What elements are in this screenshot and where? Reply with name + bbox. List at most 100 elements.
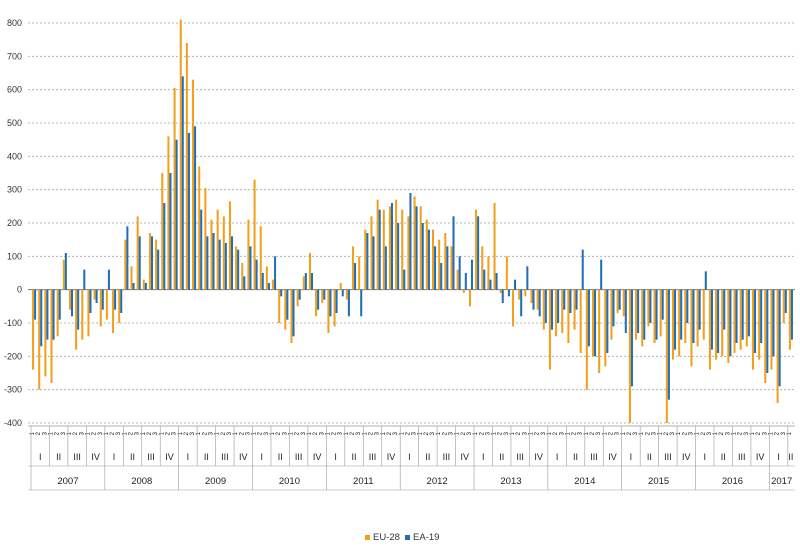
bar-eu28: [118, 289, 121, 323]
bar-ea19: [34, 289, 37, 320]
bar-ea19: [304, 273, 307, 290]
x-quarter-label: I: [39, 452, 42, 462]
legend-label-eu28: EU-28: [373, 532, 400, 543]
bar-eu28: [622, 289, 625, 317]
bar-ea19: [470, 259, 473, 290]
x-month-label: 3: [172, 431, 178, 435]
bar-ea19: [280, 289, 283, 297]
bar-eu28: [505, 256, 508, 290]
bar-ea19: [114, 289, 117, 310]
bar-ea19: [729, 289, 732, 357]
y-tick-label: -400: [4, 418, 22, 428]
y-tick-label: -200: [4, 351, 22, 361]
x-month-label: 1: [621, 431, 627, 435]
x-month-label: 3: [504, 431, 510, 435]
bar-eu28: [585, 289, 588, 390]
bar-eu28: [228, 201, 231, 290]
x-month-label: 2: [147, 431, 153, 435]
bar-ea19: [286, 289, 289, 320]
x-quarter-label: I: [187, 452, 190, 462]
x-quarter-label: IV: [682, 452, 691, 462]
x-month-label: 3: [338, 431, 344, 435]
bar-ea19: [526, 266, 529, 290]
x-month-label: 2: [535, 431, 541, 435]
bar-ea19: [360, 289, 363, 317]
bar-ea19: [489, 279, 492, 290]
bar-eu28: [112, 289, 115, 333]
x-month-label: 2: [350, 431, 356, 435]
legend-swatch-ea19: [405, 535, 410, 540]
x-month-label: 3: [578, 431, 584, 435]
x-month-label: 3: [596, 431, 602, 435]
x-month-label: 2: [645, 431, 651, 435]
x-month-label: 1: [584, 431, 590, 435]
x-month-label: 1: [768, 431, 774, 435]
bar-ea19: [144, 283, 147, 290]
x-month-label: 1: [289, 431, 295, 435]
bar-eu28: [210, 219, 213, 290]
bar-eu28: [142, 279, 145, 290]
gridlines: [28, 22, 795, 424]
bar-eu28: [395, 199, 398, 290]
bar-eu28: [751, 289, 755, 370]
x-quarter-label: I: [260, 452, 263, 462]
bar-ea19: [661, 289, 664, 320]
bar-ea19: [581, 249, 584, 290]
bar-ea19: [594, 289, 597, 357]
bar-eu28: [499, 289, 502, 293]
x-month-label: 1: [565, 431, 571, 435]
bar-ea19: [477, 216, 480, 290]
bar-eu28: [438, 239, 441, 290]
bar-ea19: [89, 289, 92, 313]
bar-eu28: [591, 289, 595, 357]
bar-eu28: [99, 289, 102, 327]
bar-ea19: [218, 239, 221, 290]
bar-ea19: [329, 289, 332, 317]
x-year-label: 2008: [131, 476, 152, 487]
bar-eu28: [555, 289, 558, 337]
bar-eu28: [308, 253, 311, 290]
x-month-label: 2: [756, 431, 762, 435]
x-month-label: 1: [473, 431, 479, 435]
bar-eu28: [327, 289, 330, 333]
x-quarter-label: I: [556, 452, 559, 462]
x-month-label: 3: [375, 431, 381, 435]
bar-ea19: [754, 289, 757, 353]
x-quarter-label: II: [278, 452, 283, 462]
bar-eu28: [345, 289, 348, 300]
y-tick-label: 500: [7, 118, 22, 128]
bar-ea19: [760, 289, 763, 343]
x-month-label: 3: [61, 431, 67, 435]
bar-ea19: [347, 289, 350, 317]
x-month-label: 2: [92, 431, 98, 435]
bar-ea19: [790, 289, 793, 340]
x-quarter-label: III: [443, 452, 451, 462]
bar-ea19: [64, 253, 67, 290]
bar-ea19: [686, 289, 689, 323]
bar-eu28: [678, 289, 681, 357]
bar-eu28: [764, 289, 767, 383]
bar-ea19: [741, 289, 744, 340]
x-month-label: 2: [36, 431, 42, 435]
x-month-label: 3: [522, 431, 528, 435]
x-month-label: 1: [695, 431, 701, 435]
x-quarter-label: III: [590, 452, 598, 462]
bar-ea19: [175, 139, 178, 290]
x-month-label: 2: [516, 431, 522, 435]
x-quarter-label: III: [664, 452, 672, 462]
bar-eu28: [721, 289, 724, 357]
x-month-label: 1: [787, 431, 793, 435]
x-year-label: 2010: [279, 476, 300, 487]
bar-ea19: [440, 263, 443, 290]
bar-eu28: [339, 283, 342, 290]
x-quarter-label: II: [573, 452, 578, 462]
bar-ea19: [101, 289, 104, 310]
bar-eu28: [161, 173, 164, 290]
bar-eu28: [462, 289, 465, 293]
y-tick-label: 600: [7, 85, 22, 95]
x-month-label: 3: [116, 431, 122, 435]
bar-ea19: [52, 289, 55, 340]
bar-eu28: [32, 289, 35, 370]
x-quarter-label: III: [516, 452, 524, 462]
bar-ea19: [618, 289, 621, 310]
